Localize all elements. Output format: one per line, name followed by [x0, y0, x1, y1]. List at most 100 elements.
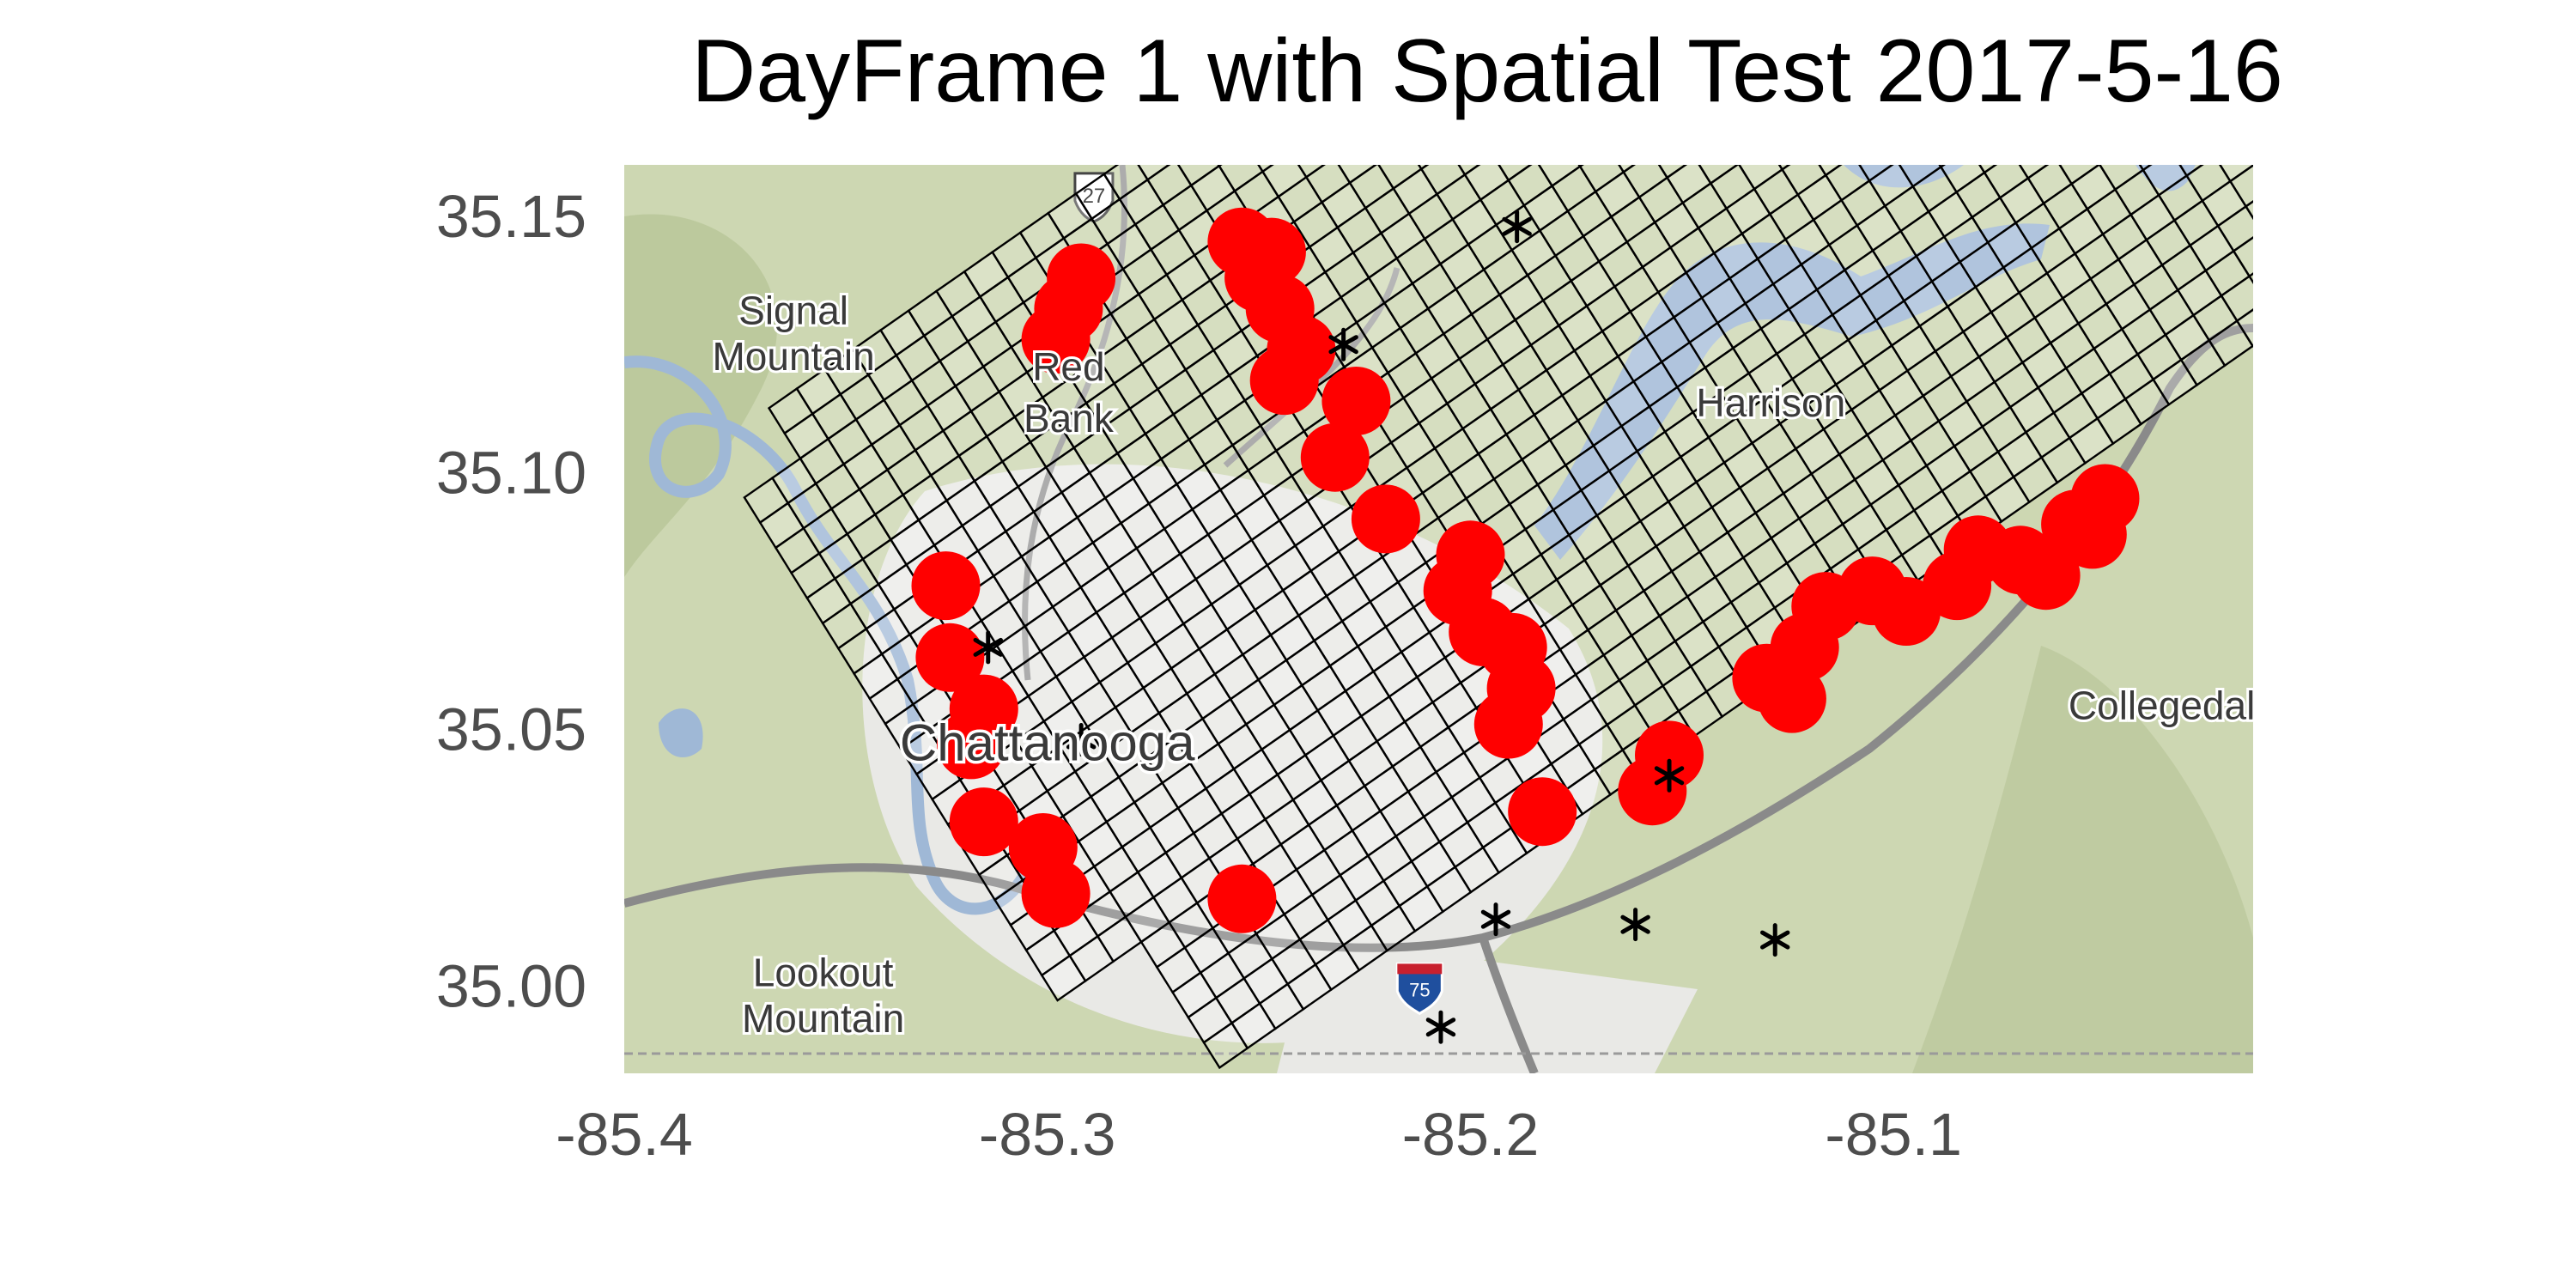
x-tick-label: -85.3	[979, 1101, 1116, 1168]
urban-area	[1277, 938, 1698, 1073]
grid-cell	[1832, 0, 1875, 16]
grid-cell	[1521, 116, 1564, 161]
hotspot-point	[911, 551, 981, 621]
hotspot-point	[1321, 367, 1391, 435]
asterisk-marker	[1620, 908, 1650, 942]
ridge-shading	[1912, 646, 2253, 1073]
grid-cell	[2216, 204, 2253, 253]
grid-cell	[1657, 165, 1688, 179]
hotspot-point	[1351, 484, 1420, 554]
place-label: Chattanooga	[900, 714, 1195, 771]
place-label: Red	[1032, 344, 1104, 389]
grid-cell	[1881, 117, 1925, 161]
grid-cell	[2033, 0, 2077, 19]
hotspot-point	[1618, 756, 1687, 826]
asterisk-marker	[1480, 902, 1511, 937]
highway	[624, 324, 2253, 952]
asterisk-marker	[973, 630, 1003, 665]
y-tick-label: 35.05	[436, 696, 586, 763]
shield-number: 75	[1409, 979, 1430, 1000]
grid-cell	[1337, 165, 1378, 185]
hotspot-point	[915, 623, 985, 692]
lake	[2136, 165, 2196, 191]
asterisk-marker	[1759, 923, 1790, 957]
place-label: Collegedale	[2069, 683, 2277, 728]
x-tick-label: -85.4	[556, 1101, 693, 1168]
grid-cell	[1777, 165, 1791, 172]
grid-cell	[1716, 0, 1760, 24]
grid-cell	[2219, 165, 2253, 183]
grid-cell	[1698, 165, 1740, 185]
grid-cell	[1586, 0, 1630, 8]
plot-panel: 2775 SignalMountainRedBankHarrisonColleg…	[624, 0, 2277, 1073]
place-label: Lookout	[753, 950, 894, 994]
grid-cell	[2235, 308, 2253, 348]
grid-cell	[1383, 0, 1427, 4]
chart-title: DayFrame 1 with Spatial Test 2017-5-16	[691, 21, 2283, 121]
grid-cell	[2232, 236, 2253, 278]
grid-cell	[1947, 0, 1990, 8]
hotspot-point	[1249, 346, 1319, 416]
hotspot-point	[1207, 864, 1277, 933]
grid-cell	[1498, 165, 1533, 182]
hotspot-point	[1021, 305, 1091, 374]
shield-number: 27	[1083, 185, 1106, 208]
grid-cell	[1355, 0, 1399, 24]
us-route-shield-icon: 27	[1073, 172, 1115, 223]
lake	[1534, 223, 2050, 560]
grid-cell	[1160, 116, 1204, 161]
hotspot-point	[949, 787, 1018, 857]
y-tick-label: 35.10	[436, 440, 586, 507]
hotspot-point	[1021, 859, 1091, 928]
hotspot-point	[1473, 690, 1543, 759]
place-label: Mountain	[712, 334, 874, 379]
grid-cell	[1427, 0, 1471, 10]
grid-cell	[1514, 0, 1558, 21]
grid-cell	[2105, 0, 2149, 5]
asterisk-marker	[1328, 327, 1358, 361]
grid-cell	[2099, 165, 2101, 167]
hotspot-point	[1508, 777, 1577, 847]
y-axis: 35.00 35.05 35.10 35.15	[436, 183, 586, 1020]
grid-cell	[2138, 165, 2153, 172]
y-tick-label: 35.15	[436, 183, 586, 250]
x-tick-label: -85.2	[1402, 1101, 1540, 1168]
hotspot-point	[2070, 464, 2140, 533]
marker-layer	[973, 210, 1790, 1044]
hotspot-point	[1872, 577, 1941, 646]
grid-cell	[1990, 0, 2034, 14]
grid-cell	[1542, 0, 1586, 2]
grid-cell	[2220, 274, 2253, 323]
hotspot-point	[1300, 422, 1370, 492]
grid-cell	[1629, 0, 1673, 13]
x-tick-label: -85.1	[1825, 1101, 1962, 1168]
grid-cell	[1744, 0, 1788, 5]
hotspot-point	[1757, 664, 1826, 733]
grid-cell	[2228, 165, 2253, 209]
lake	[1844, 165, 1964, 188]
grid-cell	[1858, 165, 1894, 183]
highway	[1022, 165, 1127, 681]
grid-cell	[2244, 200, 2253, 221]
grid-cell	[1137, 165, 1171, 182]
grid-cell	[1577, 165, 1584, 168]
y-tick-label: 35.00	[436, 952, 586, 1019]
grid-cell	[2058, 165, 2101, 185]
grid-cell	[1673, 0, 1716, 19]
interstate-shield-icon: 75	[1395, 962, 1443, 1016]
grid-cell	[1217, 165, 1223, 167]
asterisk-marker	[1654, 758, 1685, 793]
highway	[1479, 936, 1539, 1073]
grid-cell	[1417, 165, 1430, 171]
place-label: Signal	[738, 288, 848, 332]
hotspot-point	[2011, 541, 2081, 611]
asterisk-marker	[1066, 722, 1097, 756]
pond	[659, 708, 703, 757]
hotspot-layer	[911, 207, 2140, 933]
asterisk-marker	[1425, 1010, 1456, 1044]
grid-cell	[1875, 0, 1919, 21]
grid-cell	[1788, 0, 1832, 10]
grid-cell	[1903, 0, 1947, 3]
